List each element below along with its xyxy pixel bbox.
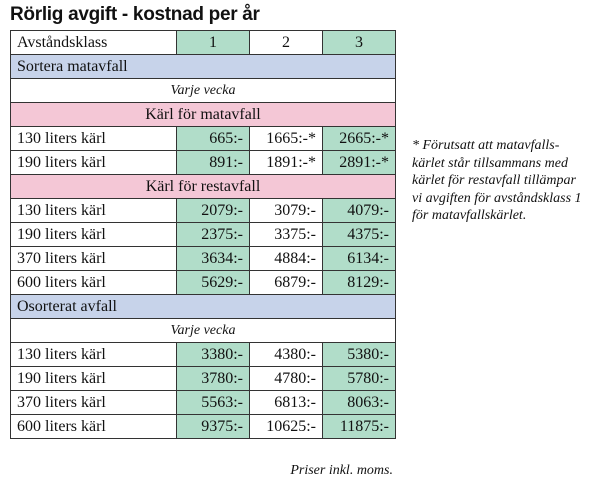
price-class-1: 2079:- [176, 198, 250, 223]
table-row: 130 liters kärl 665:- 1665:-* 2665:-* [10, 126, 396, 151]
header-row: Avståndsklass 1 2 3 [10, 30, 396, 55]
price-class-1: 5563:- [176, 390, 250, 415]
price-class-2: 1891:-* [249, 150, 323, 175]
table-row: 600 liters kärl 9375:- 10625:- 11875:- [10, 414, 396, 439]
price-class-2: 6813:- [249, 390, 323, 415]
bin-size-label: 190 liters kärl [10, 366, 177, 391]
table-row: 190 liters kärl 891:- 1891:-* 2891:-* [10, 150, 396, 175]
bin-size-label: 190 liters kärl [10, 150, 177, 175]
table-row: 190 liters kärl 3780:- 4780:- 5780:- [10, 366, 396, 391]
price-class-3: 8129:- [322, 270, 396, 295]
price-class-3: 11875:- [322, 414, 396, 439]
table-row: 190 liters kärl 2375:- 3375:- 4375:- [10, 222, 396, 247]
frequency-label: Varje vecka [10, 78, 396, 103]
price-class-3: 2891:-* [322, 150, 396, 175]
table-row: 370 liters kärl 3634:- 4884:- 6134:- [10, 246, 396, 271]
price-class-2: 4380:- [249, 342, 323, 367]
frequency-label: Varje vecka [10, 318, 396, 343]
price-class-3: 5380:- [322, 342, 396, 367]
price-class-3: 8063:- [322, 390, 396, 415]
frequency-row: Varje vecka [10, 78, 396, 103]
bin-size-label: 370 liters kärl [10, 390, 177, 415]
footnote-line: kärlet står tillsammans med [412, 155, 568, 171]
bin-size-label: 130 liters kärl [10, 342, 177, 367]
header-label: Avståndsklass [10, 30, 177, 55]
price-class-1: 891:- [176, 150, 250, 175]
header-class-1: 1 [176, 30, 250, 55]
bin-size-label: 130 liters kärl [10, 198, 177, 223]
footnote-line: * Förutsatt att matavfalls- [412, 138, 560, 153]
section-label: Sortera matavfall [10, 54, 396, 79]
table-row: 370 liters kärl 5563:- 6813:- 8063:- [10, 390, 396, 415]
price-class-2: 3079:- [249, 198, 323, 223]
table-row: 600 liters kärl 5629:- 6879:- 8129:- [10, 270, 396, 295]
header-class-2: 2 [249, 30, 323, 55]
price-class-1: 9375:- [176, 414, 250, 439]
section-row-unsorted: Osorterat avfall [10, 294, 396, 319]
subsection-row-food: Kärl för matavfall [10, 102, 396, 127]
bin-size-label: 130 liters kärl [10, 126, 177, 151]
header-class-3: 3 [322, 30, 396, 55]
price-class-2: 4884:- [249, 246, 323, 271]
subsection-label: Kärl för restavfall [10, 174, 396, 199]
bin-size-label: 190 liters kärl [10, 222, 177, 247]
section-label: Osorterat avfall [10, 294, 396, 319]
footnote-line: vi avgiften för avståndsklass 1 [412, 190, 582, 206]
footnote-line: kärlet för restavfall tillämpar [412, 173, 576, 188]
price-class-1: 5629:- [176, 270, 250, 295]
subsection-row-residual: Kärl för restavfall [10, 174, 396, 199]
footnote-line: för matavfallskärlet. [412, 208, 527, 223]
bin-size-label: 600 liters kärl [10, 270, 177, 295]
fee-table: Avståndsklass 1 2 3 Sortera matavfall Va… [10, 30, 396, 439]
price-class-3: 4375:- [322, 222, 396, 247]
table-row: 130 liters kärl 3380:- 4380:- 5380:- [10, 342, 396, 367]
price-class-2: 6879:- [249, 270, 323, 295]
price-class-3: 2665:-* [322, 126, 396, 151]
bin-size-label: 370 liters kärl [10, 246, 177, 271]
prices-note: Priser inkl. moms. [290, 463, 393, 478]
price-class-1: 3780:- [176, 366, 250, 391]
price-class-1: 3380:- [176, 342, 250, 367]
price-class-2: 10625:- [249, 414, 323, 439]
section-row-sorted: Sortera matavfall [10, 54, 396, 79]
table-row: 130 liters kärl 2079:- 3079:- 4079:- [10, 198, 396, 223]
footnote: * Förutsatt att matavfalls- kärlet står … [412, 137, 592, 225]
price-class-1: 2375:- [176, 222, 250, 247]
price-class-2: 4780:- [249, 366, 323, 391]
price-class-3: 6134:- [322, 246, 396, 271]
bin-size-label: 600 liters kärl [10, 414, 177, 439]
price-class-1: 3634:- [176, 246, 250, 271]
price-class-3: 4079:- [322, 198, 396, 223]
price-class-2: 3375:- [249, 222, 323, 247]
price-class-3: 5780:- [322, 366, 396, 391]
price-class-1: 665:- [176, 126, 250, 151]
price-class-2: 1665:-* [249, 126, 323, 151]
page-title: Rörlig avgift - kostnad per år [10, 4, 260, 25]
frequency-row: Varje vecka [10, 318, 396, 343]
subsection-label: Kärl för matavfall [10, 102, 396, 127]
